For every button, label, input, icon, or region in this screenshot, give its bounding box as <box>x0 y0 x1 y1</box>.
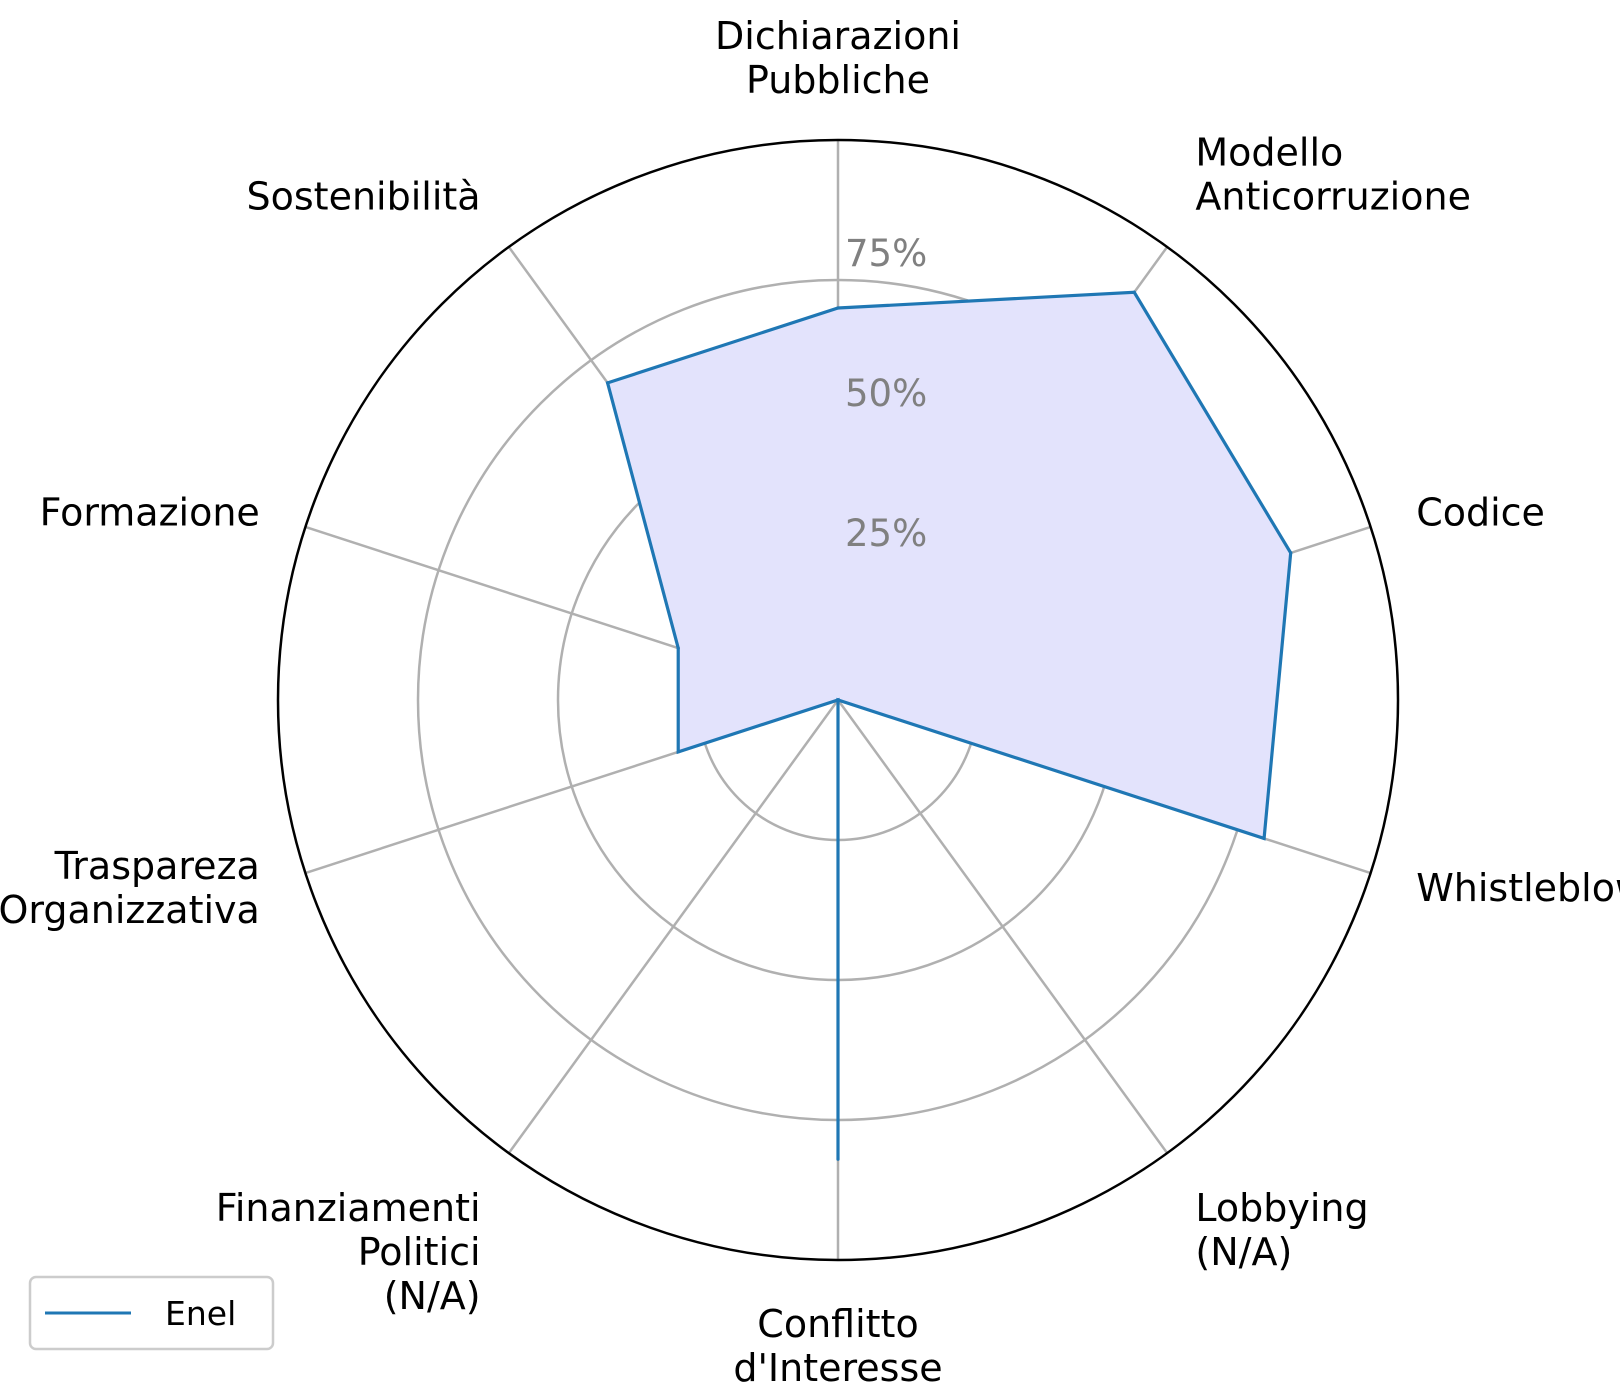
category-label-line-0-1: Pubbliche <box>746 58 930 102</box>
radial-tick-label-1: 50% <box>845 372 927 415</box>
data-point-0-0 <box>836 306 840 310</box>
legend: Enel <box>28 1275 275 1351</box>
legend-frame <box>28 1275 275 1351</box>
category-label-line-3-0: Whistleblowing <box>1416 866 1620 910</box>
category-label-line-5-0: Conflitto <box>757 1302 918 1346</box>
category-label-2: Codice <box>1416 490 1545 534</box>
category-label-9: Sostenibilità <box>247 174 481 218</box>
category-label-line-6-0: Finanziamenti <box>216 1186 481 1230</box>
category-label-line-0-0: Dichiarazioni <box>715 14 961 58</box>
category-label-8: Formazione <box>40 490 260 534</box>
data-point-0-3 <box>1262 836 1266 841</box>
category-label-line-7-0: Traspareza <box>54 844 260 888</box>
category-label-line-2-0: Codice <box>1416 490 1545 534</box>
category-label-line-4-0: Lobbying <box>1195 1186 1368 1230</box>
radial-tick-label-0: 25% <box>845 512 927 555</box>
category-label-line-4-1: (N/A) <box>1195 1230 1292 1274</box>
spoke-line-4 <box>836 699 1169 1154</box>
radial-tick-label-2: 75% <box>845 232 927 275</box>
legend-entry-label: Enel <box>165 1294 236 1333</box>
category-label-line-1-1: Anticorruzione <box>1195 174 1471 218</box>
data-point-0-5 <box>836 1157 840 1161</box>
data-point-0-1 <box>1132 290 1136 294</box>
data-point-0-6 <box>836 698 840 702</box>
category-label-line-6-2: (N/A) <box>384 1274 481 1318</box>
category-label-line-6-1: Politici <box>358 1230 481 1274</box>
series-line-0 <box>605 290 1293 1160</box>
category-label-line-8-0: Formazione <box>40 490 260 534</box>
data-point-0-7 <box>676 750 680 754</box>
category-label-line-5-1: d'Interesse <box>733 1346 942 1382</box>
data-point-0-8 <box>676 646 680 650</box>
outer-frame-circle <box>276 138 1400 1262</box>
category-label-3: Whistleblowing <box>1416 866 1620 910</box>
data-point-0-2 <box>1289 551 1293 555</box>
category-label-line-1-0: Modello <box>1195 130 1343 174</box>
category-label-line-7-1: Organizzativa <box>0 888 260 932</box>
series-fill-0 <box>607 292 1291 1160</box>
data-point-0-9 <box>605 381 610 385</box>
category-label-4: Lobbying(N/A) <box>1195 1186 1368 1274</box>
spoke-line-6 <box>507 699 840 1154</box>
category-label-line-9-0: Sostenibilità <box>247 174 481 218</box>
